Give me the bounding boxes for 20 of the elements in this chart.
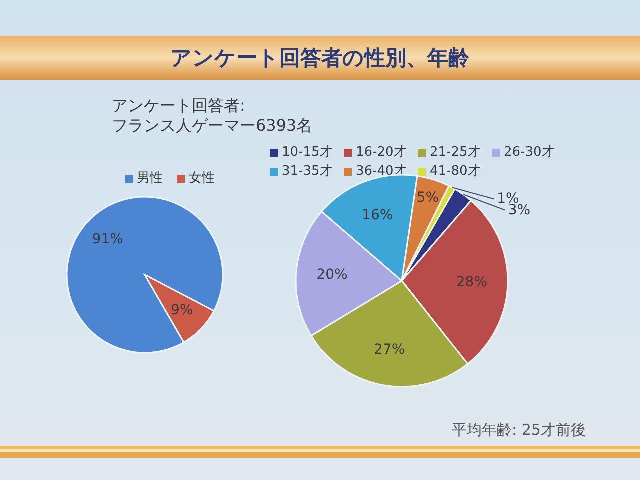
chart-subtitle: アンケート回答者: フランス人ゲーマー6393名 [112, 96, 313, 136]
legend-label: 16-20才 [356, 145, 407, 160]
data-label: 91% [92, 231, 124, 248]
data-label: 27% [374, 342, 406, 358]
pie-slice [66, 196, 224, 354]
legend-label: 21-25才 [430, 145, 481, 160]
data-label: 28% [456, 274, 488, 290]
data-label: 5% [416, 190, 440, 206]
legend-label: 41-80才 [430, 164, 481, 179]
legend-label: 31-35才 [282, 164, 333, 179]
pie-slice [144, 274, 215, 344]
legend-label: 10-15才 [282, 145, 333, 160]
data-label: 16% [362, 207, 394, 224]
text: 平均年齢: 25才前後 [452, 421, 586, 440]
text: アンケート回答者の性別、年齢 [170, 45, 470, 71]
data-label: 9% [171, 302, 194, 319]
legend-label: 女性 [189, 171, 215, 186]
legend-label: 男性 [137, 171, 163, 186]
data-label: 20% [316, 267, 348, 284]
legend-label: 26-30才 [504, 145, 555, 160]
